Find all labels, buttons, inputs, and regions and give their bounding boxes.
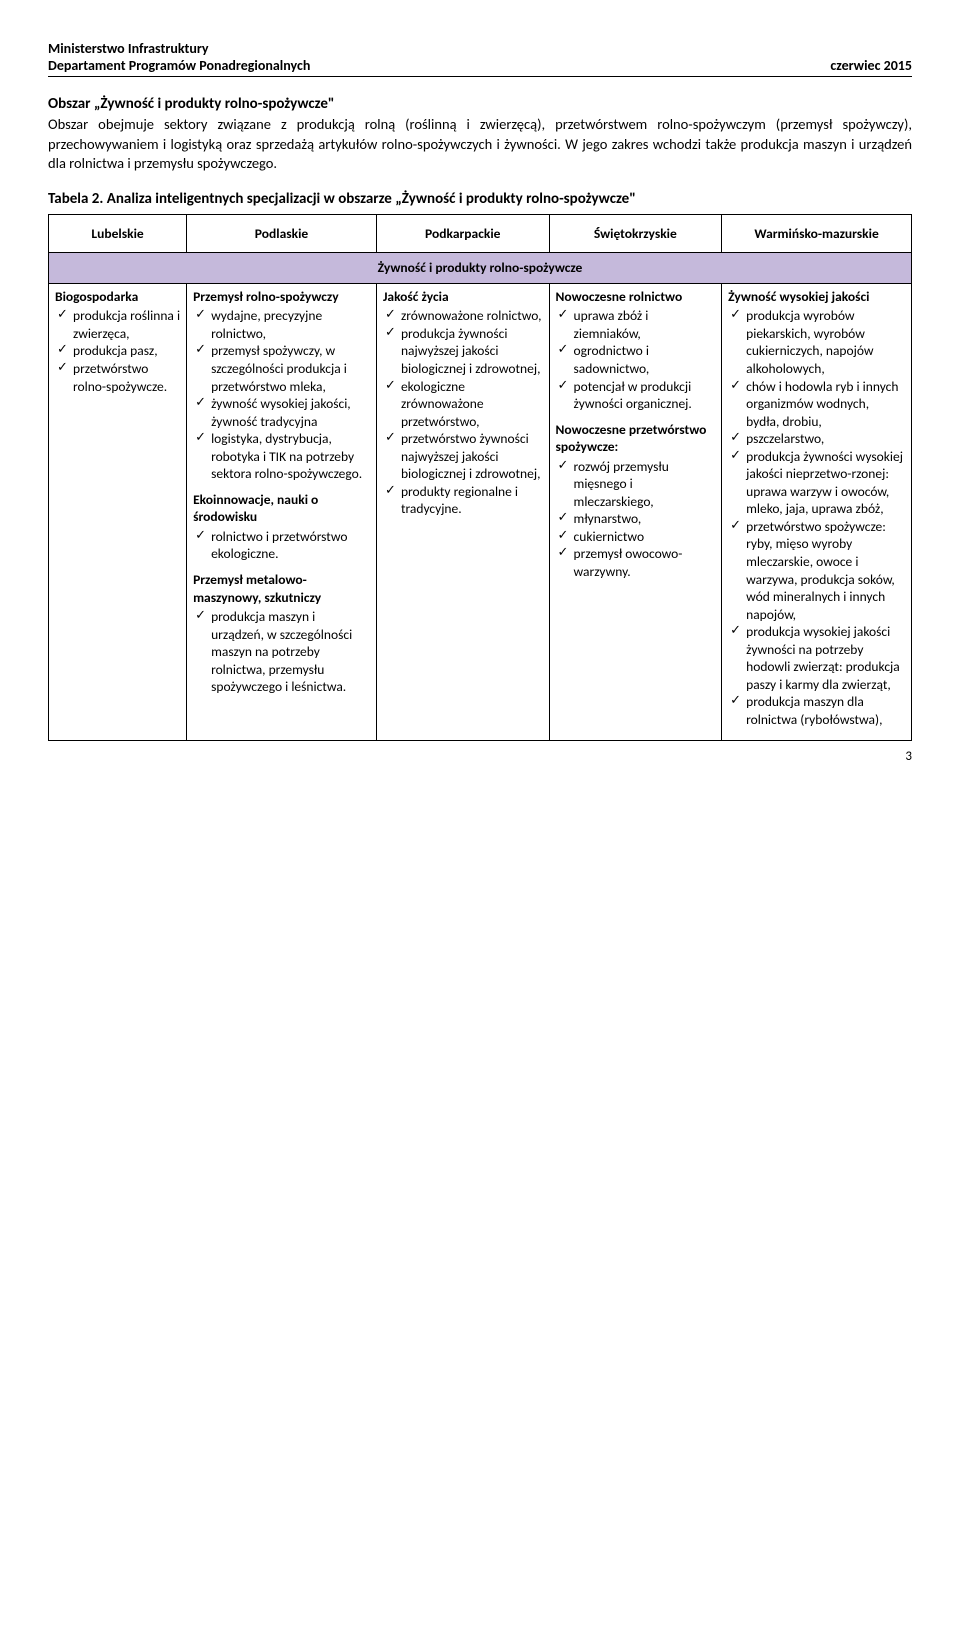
header-date: czerwiec 2015 [830, 57, 912, 74]
list-item: logistyka, dystrybucja, robotyka i TIK n… [193, 430, 370, 483]
col-header-warminsko: Warmińsko-mazurskie [722, 214, 912, 253]
cell-title: Żywność wysokiej jakości [728, 288, 905, 306]
header-ministry: Ministerstwo Infrastruktury [48, 40, 209, 57]
cell-podkarpackie: Jakość życia zrównoważone rolnictwo,prod… [376, 283, 549, 741]
list-item: ogrodnictwo i sadownictwo, [556, 342, 716, 377]
check-list: produkcja wyrobów piekarskich, wyrobów c… [728, 307, 905, 728]
list-item: przemysł owocowo-warzywny. [556, 545, 716, 580]
list-item: potencjał w produkcji żywności organiczn… [556, 378, 716, 413]
list-item: produkcja żywności wysokiej jakości niep… [728, 448, 905, 518]
intro-paragraph: Obszar obejmuje sektory związane z produ… [48, 115, 912, 174]
list-item: uprawa zbóż i ziemniaków, [556, 307, 716, 342]
cell-title: Nowoczesne przetwórstwo spożywcze: [556, 421, 716, 456]
list-item: przetwórstwo rolno-spożywcze. [55, 360, 180, 395]
list-item: żywność wysokiej jakości, żywność tradyc… [193, 395, 370, 430]
list-item: produkcja maszyn dla rolnictwa (rybołóws… [728, 693, 905, 728]
list-item: chów i hodowla ryb i innych organizmów w… [728, 378, 905, 431]
col-header-podlaskie: Podlaskie [187, 214, 377, 253]
cell-lubelskie: Biogospodarka produkcja roślinna i zwier… [49, 283, 187, 741]
specializations-table: Lubelskie Podlaskie Podkarpackie Świętok… [48, 214, 912, 742]
col-header-lubelskie: Lubelskie [49, 214, 187, 253]
cell-title: Jakość życia [383, 288, 543, 306]
list-item: produkcja pasz, [55, 342, 180, 360]
header-department: Departament Programów Ponadregionalnych [48, 57, 310, 74]
check-list: zrównoważone rolnictwo,produkcja żywnośc… [383, 307, 543, 518]
cell-warminsko: Żywność wysokiej jakości produkcja wyrob… [722, 283, 912, 741]
page-number: 3 [48, 749, 912, 764]
list-item: cukiernictwo [556, 528, 716, 546]
check-list: uprawa zbóż i ziemniaków,ogrodnictwo i s… [556, 307, 716, 412]
list-item: młynarstwo, [556, 510, 716, 528]
list-item: przetwórstwo żywności najwyższej jakości… [383, 430, 543, 483]
list-item: produkty regionalne i tradycyjne. [383, 483, 543, 518]
cell-title: Biogospodarka [55, 288, 180, 306]
list-item: wydajne, precyzyjne rolnictwo, [193, 307, 370, 342]
list-item: przemysł spożywczy, w szczególności prod… [193, 342, 370, 395]
list-item: rozwój przemysłu mięsnego i mleczarskieg… [556, 458, 716, 511]
check-list: wydajne, precyzyjne rolnictwo,przemysł s… [193, 307, 370, 482]
list-item: zrównoważone rolnictwo, [383, 307, 543, 325]
table-band-row: Żywność i produkty rolno-spożywcze [49, 253, 912, 284]
band-cell: Żywność i produkty rolno-spożywcze [49, 253, 912, 284]
cell-title: Ekoinnowacje, nauki o środowisku [193, 491, 370, 526]
table-caption: Tabela 2. Analiza inteligentnych specjal… [48, 190, 912, 208]
col-header-swietokrzyskie: Świętokrzyskie [549, 214, 722, 253]
cell-title: Przemysł metalowo-maszynowy, szkutniczy [193, 571, 370, 606]
check-list: rozwój przemysłu mięsnego i mleczarskieg… [556, 458, 716, 581]
list-item: ekologiczne zrównoważone przetwórstwo, [383, 378, 543, 431]
check-list: produkcja roślinna i zwierzęca,produkcja… [55, 307, 180, 395]
check-list: rolnictwo i przetwórstwo ekologiczne. [193, 528, 370, 563]
section-title: Obszar „Żywność i produkty rolno-spożywc… [48, 95, 912, 113]
list-item: produkcja żywności najwyższej jakości bi… [383, 325, 543, 378]
list-item: przetwórstwo spożywcze: ryby, mięso wyro… [728, 518, 905, 623]
cell-title: Przemysł rolno-spożywczy [193, 288, 370, 306]
table-content-row: Biogospodarka produkcja roślinna i zwier… [49, 283, 912, 741]
page-header: Ministerstwo Infrastruktury Departament … [48, 40, 912, 77]
cell-podlaskie: Przemysł rolno-spożywczy wydajne, precyz… [187, 283, 377, 741]
list-item: pszczelarstwo, [728, 430, 905, 448]
list-item: produkcja wysokiej jakości żywności na p… [728, 623, 905, 693]
list-item: produkcja maszyn i urządzeń, w szczególn… [193, 608, 370, 696]
list-item: rolnictwo i przetwórstwo ekologiczne. [193, 528, 370, 563]
cell-title: Nowoczesne rolnictwo [556, 288, 716, 306]
col-header-podkarpackie: Podkarpackie [376, 214, 549, 253]
table-header-row: Lubelskie Podlaskie Podkarpackie Świętok… [49, 214, 912, 253]
list-item: produkcja wyrobów piekarskich, wyrobów c… [728, 307, 905, 377]
cell-swietokrzyskie: Nowoczesne rolnictwo uprawa zbóż i ziemn… [549, 283, 722, 741]
check-list: produkcja maszyn i urządzeń, w szczególn… [193, 608, 370, 696]
list-item: produkcja roślinna i zwierzęca, [55, 307, 180, 342]
